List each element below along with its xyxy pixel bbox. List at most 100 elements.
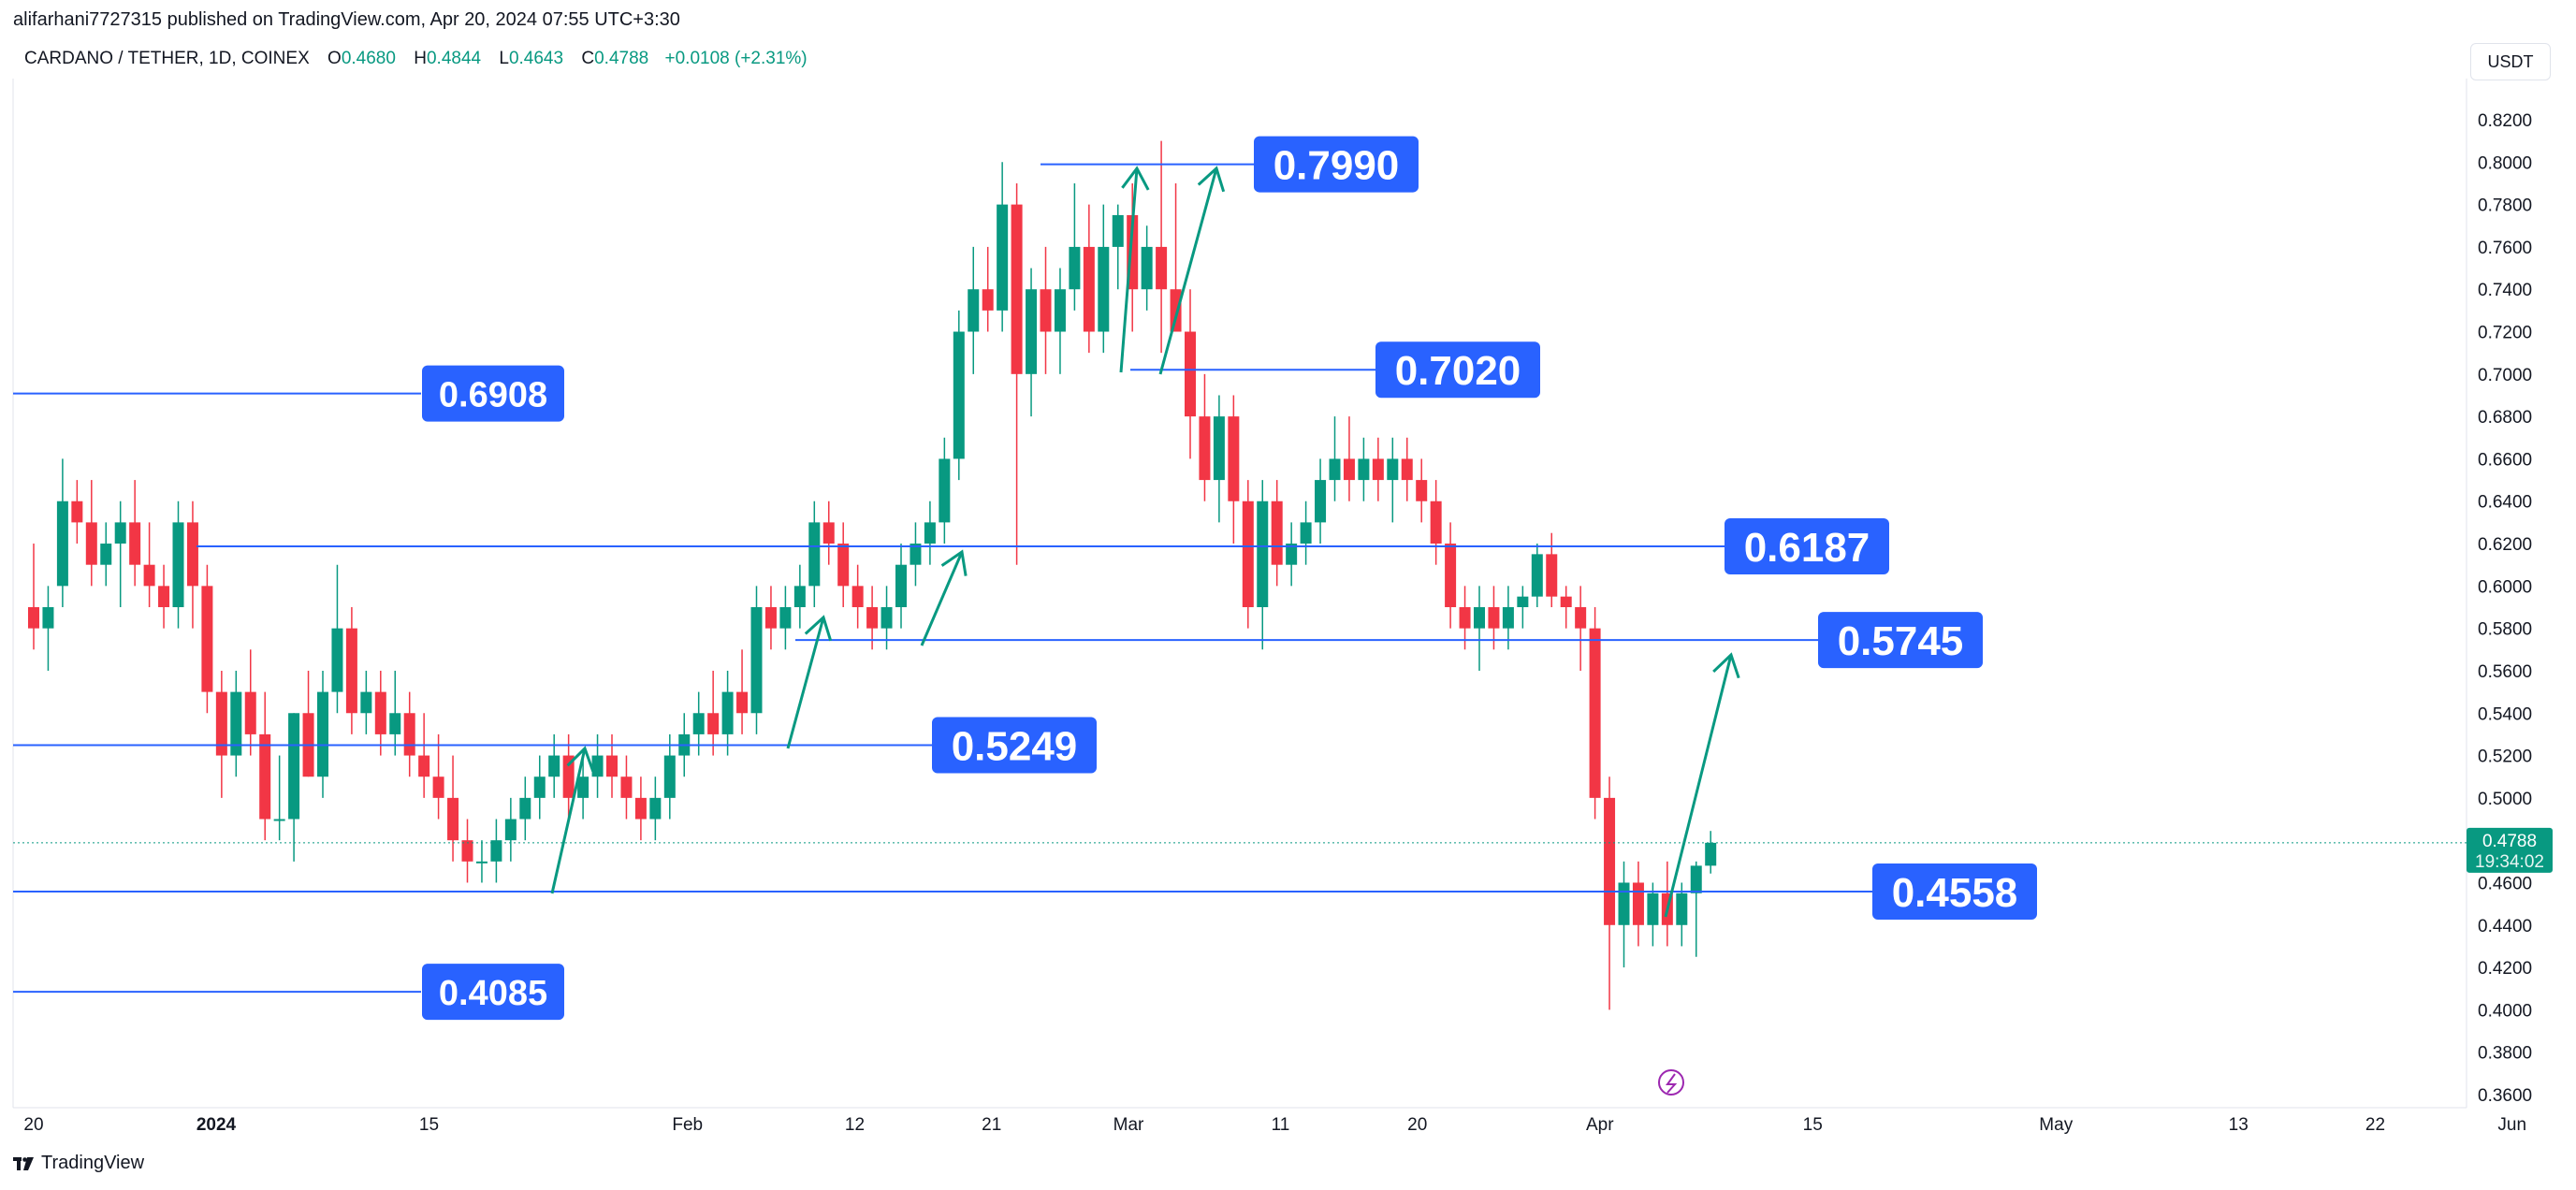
x-tick-label: 22 — [2365, 1115, 2385, 1135]
y-tick-label: 0.4600 — [2478, 874, 2532, 893]
level-label-box — [1725, 517, 1889, 574]
candle-body — [736, 691, 749, 714]
candle-body — [721, 691, 734, 734]
candle-body — [866, 607, 879, 629]
candle-body — [172, 522, 184, 607]
annotation-arrow — [550, 747, 587, 894]
candle-body — [374, 691, 386, 734]
low-value: 0.4643 — [508, 49, 564, 68]
open-value: 0.4680 — [341, 49, 396, 68]
candle-body — [317, 691, 328, 777]
y-tick-label: 0.7200 — [2478, 324, 2532, 343]
x-tick-label: 2024 — [196, 1115, 237, 1135]
open-label: O — [327, 49, 342, 68]
candle-body — [1502, 607, 1514, 629]
close-label: C — [581, 49, 595, 68]
candle-body — [533, 776, 546, 798]
level-label-text: 0.5745 — [1838, 618, 1964, 664]
symbol-title[interactable]: CARDANO / TETHER, 1D, COINEX — [24, 49, 310, 68]
annotation-arrow-head — [1197, 166, 1226, 193]
candle-body — [1676, 892, 1688, 925]
level-label-box — [1254, 136, 1419, 193]
level-label-text: 0.5249 — [952, 723, 1078, 769]
annotation-arrow — [1664, 654, 1733, 918]
y-tick-label: 0.7600 — [2478, 239, 2532, 258]
candle-body — [1488, 607, 1500, 629]
candle-body — [403, 713, 415, 756]
x-tick-label: 13 — [2229, 1115, 2249, 1135]
candle-body — [606, 755, 618, 777]
candle-body — [1589, 628, 1601, 798]
y-tick-label: 0.5000 — [2478, 790, 2532, 809]
candle-body — [1213, 416, 1225, 481]
x-tick-label: Jun — [2497, 1115, 2526, 1135]
candle-body — [1156, 246, 1168, 290]
candle-body — [389, 713, 401, 734]
candle-body — [288, 713, 300, 820]
candle-body — [100, 544, 112, 565]
candle-body — [244, 691, 256, 734]
candle-body — [808, 522, 821, 587]
candle-body — [28, 607, 39, 629]
candle-body — [360, 691, 372, 714]
candle-body — [1112, 214, 1124, 247]
level-label-box — [422, 365, 564, 422]
candle-body — [114, 522, 126, 544]
current-price-tag — [2467, 827, 2553, 873]
candle-body — [910, 544, 922, 565]
candles-group — [28, 140, 1717, 1010]
candle-body — [1387, 458, 1399, 481]
candle-body — [418, 755, 430, 777]
y-tick-label: 0.6600 — [2478, 450, 2532, 470]
currency-button[interactable]: USDT — [2470, 43, 2551, 80]
change-value: +0.0108 (+2.31%) — [664, 49, 808, 68]
annotation-arrow-head — [1121, 166, 1150, 191]
y-tick-label: 0.7800 — [2478, 196, 2532, 216]
candle-body — [1054, 289, 1066, 332]
candle-body — [1575, 607, 1587, 629]
y-tick-label: 0.4000 — [2478, 1001, 2532, 1021]
candle-body — [158, 586, 170, 607]
candle-body — [475, 861, 488, 863]
candle-body — [1286, 544, 1298, 565]
y-tick-label: 0.5600 — [2478, 662, 2532, 682]
candle-body — [1401, 458, 1413, 481]
y-tick-label: 0.7000 — [2478, 366, 2532, 385]
tradingview-brand[interactable]: TradingView — [13, 1153, 144, 1174]
candle-body — [1228, 416, 1240, 501]
candle-body — [273, 819, 285, 821]
candle-body — [982, 289, 994, 311]
candle-body — [1632, 882, 1644, 925]
annotation-arrow-head — [1712, 652, 1740, 679]
candle-body — [1531, 554, 1543, 597]
candle-body — [953, 331, 965, 459]
y-tick-label: 0.6400 — [2478, 493, 2532, 513]
annotation-arrow — [1119, 167, 1139, 373]
candle-body — [1069, 246, 1081, 290]
candle-body — [1343, 458, 1355, 481]
x-tick-label: 20 — [1407, 1115, 1427, 1135]
x-tick-label: 15 — [1803, 1115, 1823, 1135]
level-label-text: 0.4085 — [439, 974, 547, 1013]
candle-body — [1271, 501, 1283, 565]
candle-body — [447, 797, 459, 841]
candle-body — [1690, 865, 1702, 893]
annotation-arrow — [786, 617, 825, 749]
candle-body — [519, 797, 531, 820]
y-tick-label: 0.5200 — [2478, 747, 2532, 767]
close-value: 0.4788 — [594, 49, 649, 68]
y-tick-label: 0.3800 — [2478, 1044, 2532, 1064]
high-value: 0.4844 — [426, 49, 482, 68]
high-label: H — [414, 49, 427, 68]
candle-body — [1474, 607, 1485, 629]
x-tick-label: Mar — [1113, 1115, 1144, 1135]
symbol-legend: CARDANO / TETHER, 1D, COINEX O0.4680 H0.… — [24, 49, 808, 69]
candle-body — [1430, 501, 1442, 544]
candle-body — [1300, 522, 1312, 544]
candle-body — [591, 755, 604, 777]
level-label-box — [1375, 341, 1540, 399]
y-tick-label: 0.4400 — [2478, 917, 2532, 936]
brand-name: TradingView — [41, 1153, 145, 1173]
candle-body — [895, 564, 907, 607]
